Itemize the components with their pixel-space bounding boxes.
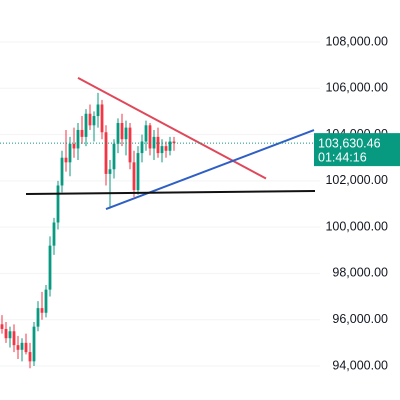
trend-line bbox=[77, 76, 267, 180]
candle-body bbox=[100, 104, 104, 133]
countdown-label: 01:44:16 bbox=[318, 150, 367, 164]
candle-body bbox=[40, 308, 44, 313]
candle-body bbox=[44, 289, 48, 313]
candle-body bbox=[168, 141, 172, 151]
y-tick-label: 106,000.00 bbox=[325, 81, 388, 95]
y-tick-label: 102,000.00 bbox=[325, 173, 388, 187]
candle-body bbox=[88, 113, 92, 126]
candle-body bbox=[12, 331, 16, 346]
candle-body bbox=[104, 132, 108, 174]
candle-body bbox=[52, 222, 56, 246]
y-tick-label: 100,000.00 bbox=[325, 219, 388, 233]
candle-body bbox=[56, 185, 60, 223]
candle-body bbox=[108, 169, 112, 174]
candle-body bbox=[28, 352, 32, 362]
candle-body bbox=[80, 129, 84, 137]
candle-body bbox=[112, 143, 116, 170]
candle-body bbox=[92, 116, 96, 126]
candle-body bbox=[172, 141, 176, 144]
candle-body bbox=[164, 146, 168, 151]
candle-body bbox=[160, 146, 164, 154]
candle-body bbox=[48, 245, 52, 290]
candle-body bbox=[156, 136, 160, 154]
candle-body bbox=[140, 141, 144, 154]
candle-body bbox=[124, 127, 128, 140]
candle-body bbox=[84, 113, 88, 137]
candle-body bbox=[120, 122, 124, 140]
y-tick-label: 98,000.00 bbox=[332, 266, 388, 280]
candle-body bbox=[128, 127, 132, 163]
last-price-label: 103,630.46 bbox=[318, 136, 381, 150]
candle-body bbox=[20, 342, 24, 350]
candle-body bbox=[148, 125, 152, 149]
trend-line bbox=[25, 190, 316, 196]
candle-body bbox=[132, 162, 136, 191]
candle-body bbox=[4, 328, 8, 339]
candle-body bbox=[8, 331, 12, 339]
y-tick-label: 108,000.00 bbox=[325, 34, 388, 48]
candle-body bbox=[60, 157, 64, 186]
candle-body bbox=[36, 308, 40, 327]
candle-body bbox=[0, 324, 4, 329]
candle-body bbox=[24, 342, 28, 353]
candle-body bbox=[144, 125, 148, 142]
y-tick-label: 96,000.00 bbox=[332, 312, 388, 326]
candle-body bbox=[116, 122, 120, 144]
candle-body bbox=[76, 129, 80, 149]
candle-body bbox=[64, 157, 68, 163]
last-price-box bbox=[314, 133, 400, 167]
candle-body bbox=[32, 326, 36, 362]
candle-body bbox=[16, 345, 20, 350]
y-tick-label: 94,000.00 bbox=[332, 358, 388, 372]
candle-body bbox=[136, 153, 140, 191]
candle-body bbox=[72, 143, 76, 149]
candle-body bbox=[68, 143, 72, 163]
candle-body bbox=[96, 104, 100, 117]
